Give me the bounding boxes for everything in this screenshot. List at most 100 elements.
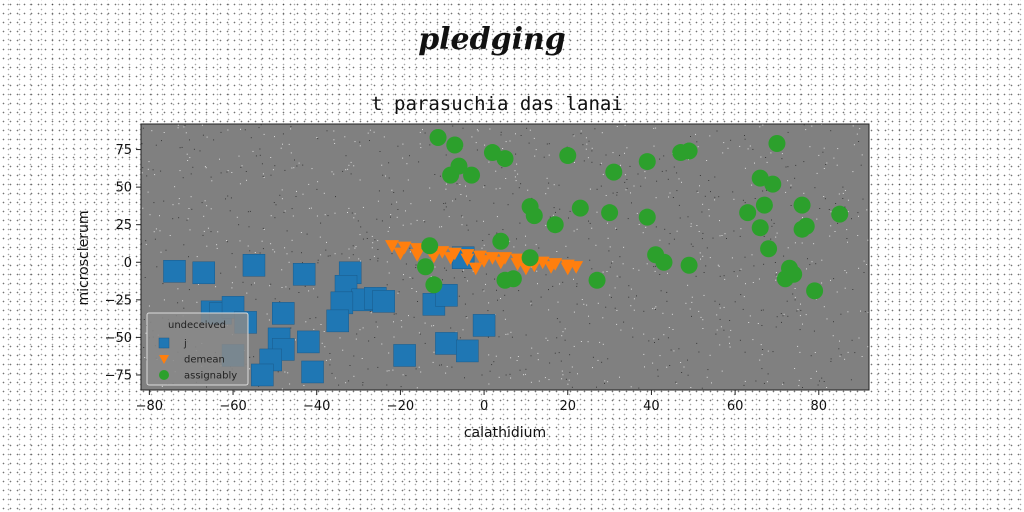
noise-dot [236, 216, 238, 218]
noise-dot [342, 170, 344, 172]
noise-dot [857, 212, 859, 214]
noise-dot [525, 368, 527, 370]
noise-dot [775, 272, 777, 273]
noise-dot [838, 193, 840, 195]
noise-dot [154, 174, 156, 176]
noise-dot [614, 287, 616, 289]
noise-dot [249, 250, 251, 252]
noise-dot [806, 268, 807, 270]
noise-dot [326, 130, 328, 132]
noise-dot [493, 202, 495, 204]
noise-dot [632, 336, 634, 338]
point-j [251, 363, 274, 387]
noise-dot [510, 331, 512, 333]
noise-dot [263, 229, 265, 230]
noise-dot [371, 247, 373, 249]
noise-dot [763, 235, 765, 237]
noise-dot [802, 387, 803, 388]
noise-dot [571, 386, 573, 388]
noise-dot [565, 378, 567, 380]
noise-dot [709, 135, 711, 137]
noise-dot [549, 362, 551, 364]
noise-dot [847, 199, 849, 201]
noise-dot [423, 220, 425, 222]
noise-dot [737, 275, 738, 277]
noise-dot [432, 361, 434, 363]
noise-dot [850, 379, 852, 381]
noise-dot [823, 196, 825, 197]
noise-dot [526, 127, 528, 129]
noise-dot [740, 294, 742, 296]
y-tick-label: −75 [105, 368, 132, 383]
point-j [435, 284, 458, 307]
noise-dot [497, 299, 498, 301]
noise-dot [787, 131, 789, 133]
noise-dot [498, 376, 500, 378]
noise-dot [270, 283, 272, 285]
noise-dot [847, 311, 849, 313]
noise-dot [388, 177, 390, 179]
noise-dot [611, 262, 613, 264]
noise-dot [163, 132, 165, 133]
noise-dot [429, 144, 431, 146]
noise-dot [475, 142, 477, 144]
noise-dot [619, 376, 620, 378]
noise-dot [461, 215, 463, 217]
noise-dot [700, 258, 701, 260]
noise-dot [183, 307, 185, 309]
noise-dot [678, 348, 680, 350]
noise-dot [545, 193, 547, 195]
noise-dot [207, 227, 209, 229]
noise-dot [678, 178, 680, 180]
noise-dot [320, 324, 322, 325]
noise-dot [430, 200, 431, 202]
noise-dot [381, 164, 383, 166]
noise-dot [402, 279, 404, 281]
noise-dot [455, 198, 457, 200]
noise-dot [178, 217, 180, 219]
noise-dot [669, 192, 671, 194]
noise-dot [585, 137, 587, 139]
noise-dot [723, 142, 725, 144]
noise-dot [730, 329, 732, 331]
noise-dot [402, 224, 404, 226]
noise-dot [456, 183, 458, 185]
legend-marker-assignably [159, 370, 169, 380]
point-assignably [463, 166, 481, 184]
figure-suptitle: pledging [418, 22, 566, 57]
noise-dot [558, 352, 560, 354]
noise-dot [863, 272, 865, 273]
noise-dot [805, 314, 807, 316]
noise-dot [393, 321, 394, 323]
noise-dot [547, 339, 549, 341]
noise-dot [853, 144, 855, 146]
noise-dot [439, 226, 441, 228]
noise-dot [500, 134, 502, 136]
noise-dot [313, 328, 315, 330]
noise-dot [459, 337, 461, 339]
noise-dot [668, 196, 670, 198]
point-j [297, 330, 320, 354]
noise-dot [631, 202, 632, 204]
noise-dot [304, 285, 306, 287]
noise-dot [580, 341, 582, 342]
noise-dot [709, 354, 711, 356]
noise-dot [500, 298, 501, 299]
noise-dot [602, 343, 604, 345]
noise-dot [374, 337, 376, 338]
noise-dot [628, 285, 630, 287]
noise-dot [658, 338, 660, 340]
noise-dot [830, 279, 831, 281]
noise-dot [553, 207, 555, 209]
noise-dot [325, 359, 327, 361]
noise-dot [702, 232, 704, 234]
noise-dot [588, 220, 589, 222]
noise-dot [589, 222, 591, 224]
noise-dot [823, 306, 825, 308]
noise-dot [519, 369, 521, 371]
noise-dot [177, 127, 179, 129]
x-tick-label: 80 [811, 399, 828, 414]
noise-dot [281, 198, 283, 200]
noise-dot [190, 196, 192, 198]
noise-dot [591, 268, 593, 270]
